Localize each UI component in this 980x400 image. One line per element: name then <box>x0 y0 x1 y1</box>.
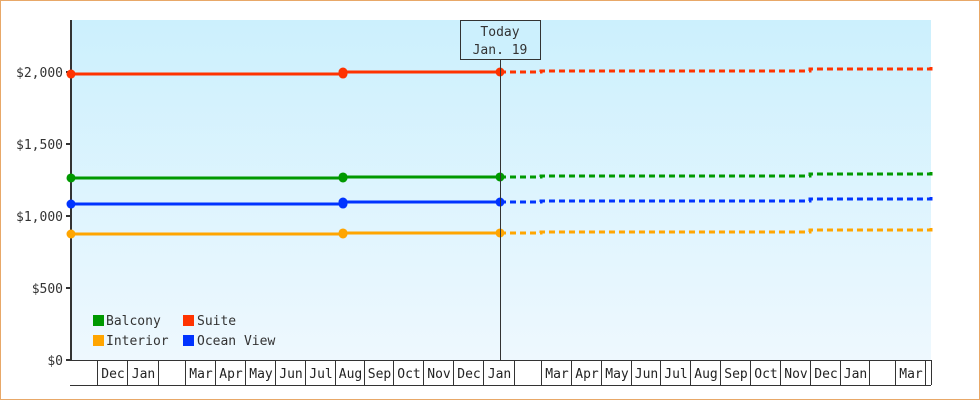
data-point[interactable] <box>338 228 348 238</box>
x-tick-label: Nov <box>427 367 451 382</box>
x-tick-label: Jan <box>488 367 511 382</box>
x-tick-label: Jul <box>664 367 687 382</box>
x-tick-label: Jul <box>309 367 332 382</box>
data-point[interactable] <box>66 69 76 79</box>
data-point[interactable] <box>66 199 76 209</box>
x-tick-label: Nov <box>784 367 808 382</box>
y-tick-label: $1,000 <box>16 210 63 225</box>
y-tick-label: $500 <box>32 282 63 297</box>
legend-label-balcony[interactable]: Balcony <box>106 314 161 329</box>
legend-swatch-suite <box>183 315 194 326</box>
series-suite <box>66 66 933 79</box>
data-point[interactable] <box>338 172 348 182</box>
x-axis: Dec Jan Mar Apr May Jun Jul Aug Sep Oct Nov Dec Jan M… <box>70 360 932 386</box>
x-tick-label: Dec <box>101 367 124 382</box>
x-tick-label: Sep <box>724 367 748 382</box>
x-tick-label: Oct <box>754 367 777 382</box>
y-axis: $0 $500 $1,000 $1,500 $2,000 <box>16 20 72 369</box>
legend-swatch-interior <box>93 335 104 346</box>
x-tick-label: Aug <box>694 367 717 382</box>
x-tick-label: May <box>605 367 629 382</box>
data-point[interactable] <box>338 197 348 207</box>
series-lines <box>66 66 933 239</box>
x-tick-label: Jun <box>635 367 658 382</box>
data-point[interactable] <box>338 67 348 77</box>
x-tick-label: Sep <box>368 367 392 382</box>
x-tick-label: Oct <box>397 367 420 382</box>
x-tick-label: Mar <box>545 367 569 382</box>
today-tooltip <box>460 20 541 60</box>
today-date: Jan. 19 <box>473 43 528 58</box>
data-point[interactable] <box>66 229 76 239</box>
today-label: Today <box>480 25 519 40</box>
legend-swatch-balcony <box>93 315 104 326</box>
x-tick-label: Apr <box>575 367 599 382</box>
x-tick-label: Jun <box>279 367 302 382</box>
y-tick-label: $0 <box>47 354 63 369</box>
y-tick-label: $1,500 <box>16 138 63 153</box>
series-interior <box>66 227 933 239</box>
x-tick-label: Jan <box>132 367 155 382</box>
x-tick-label: Apr <box>219 367 243 382</box>
legend-swatch-ocean-view <box>183 335 194 346</box>
legend-label-ocean-view[interactable]: Ocean View <box>197 334 275 349</box>
x-tick-label: Jan <box>844 367 867 382</box>
series-ocean-view <box>66 196 933 209</box>
legend-label-suite[interactable]: Suite <box>197 314 236 329</box>
y-tick-label: $2,000 <box>16 66 63 81</box>
legend: Balcony Suite Interior Ocean View <box>93 314 275 349</box>
x-tick-label: May <box>249 367 273 382</box>
x-tick-label: Aug <box>339 367 362 382</box>
today-marker: Today Jan. 19 <box>460 20 541 360</box>
legend-label-interior[interactable]: Interior <box>106 334 169 349</box>
x-tick-label: Dec <box>814 367 837 382</box>
series-balcony <box>66 171 933 183</box>
x-tick-label: Mar <box>189 367 213 382</box>
x-tick-label: Mar <box>899 367 923 382</box>
x-tick-label: Dec <box>457 367 480 382</box>
data-point[interactable] <box>66 173 76 183</box>
